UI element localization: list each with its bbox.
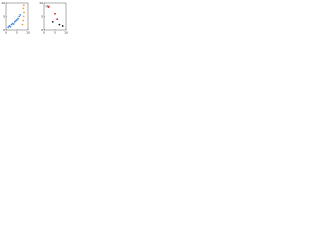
data-point (17, 17, 19, 20)
panel-label: (b) (46, 4, 50, 8)
y-tick-label: 10 (39, 1, 43, 5)
data-point (22, 4, 25, 7)
data-point (23, 11, 25, 14)
x-tick-label: 10 (26, 31, 30, 35)
data-point (18, 15, 21, 18)
y-tick-label: 5 (3, 15, 5, 19)
data-point (58, 23, 61, 26)
data-point (54, 12, 56, 15)
data-point (22, 7, 25, 10)
data-point (47, 6, 50, 8)
x-tick-label: 0 (43, 31, 45, 35)
x-tick-label: 10 (64, 31, 68, 35)
data-point (10, 23, 13, 26)
data-point (51, 21, 54, 23)
data-point (61, 25, 64, 27)
data-point (15, 19, 17, 22)
data-point (12, 23, 15, 25)
x-tick-label: 0 (5, 31, 7, 35)
data-point (56, 18, 59, 21)
data-point (13, 21, 16, 23)
y-tick-label: 10 (1, 1, 5, 5)
data-point (16, 18, 18, 21)
y-tick-label: 0 (41, 28, 43, 32)
x-tick-label: 5 (54, 31, 56, 35)
data-point (22, 19, 25, 22)
data-point (19, 13, 22, 16)
data-point (9, 25, 12, 28)
x-tick-label: 5 (16, 31, 18, 35)
y-tick-label: 5 (41, 15, 43, 19)
data-point (7, 26, 10, 29)
data-point (22, 15, 25, 18)
y-tick-label: 0 (3, 28, 5, 32)
data-point (21, 23, 24, 26)
